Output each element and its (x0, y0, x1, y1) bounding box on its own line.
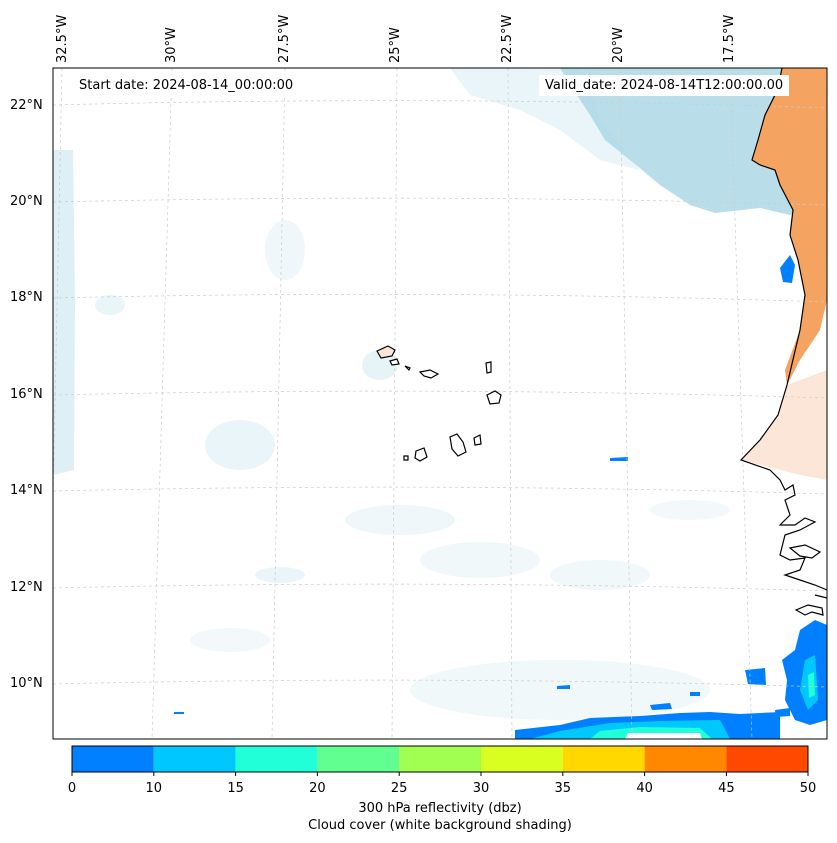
cloud-patch-4 (345, 505, 455, 535)
colorbar-tick-0: 0 (67, 781, 77, 796)
cloud-patch-7 (410, 660, 710, 720)
coastline-senegal-inlet (788, 544, 822, 559)
lat-label-12: 12°N (10, 580, 43, 595)
refl-patch-coast (780, 255, 795, 283)
colorbar-tick-20: 20 (309, 781, 326, 796)
colorbar-label-reflectivity: 300 hPa reflectivity (dbz) (358, 801, 522, 816)
cloud-patch-3 (362, 350, 398, 380)
island-sao-nicolau (418, 369, 440, 379)
colorbar-label-cloud: Cloud cover (white background shading) (308, 818, 572, 833)
island-sal (485, 361, 492, 374)
cloud-band-northeast (560, 68, 827, 215)
valid-date-label: Valid_date: 2024-08-14T12:00:00.00 (539, 75, 790, 96)
grid-lon-27-5 (271, 68, 286, 739)
grid-lat-22 (53, 100, 827, 109)
colorbar-seg-7 (644, 746, 727, 772)
island-brava (403, 455, 409, 461)
coastline-africa (739, 68, 827, 591)
island-maio (473, 434, 482, 446)
colorbar-seg-4 (399, 746, 481, 772)
grid-lon-30 (151, 68, 173, 739)
cloud-patch-6 (550, 560, 650, 590)
grid-lat-20 (53, 197, 827, 206)
refl-patch-small-3 (174, 712, 184, 714)
refl-patch-southeast-core2 (808, 672, 815, 698)
colorbar-tick-10: 10 (145, 781, 163, 796)
colorbar-tick-15: 15 (227, 781, 244, 796)
grid-lat-18 (53, 293, 827, 303)
cloud-patch-9 (95, 295, 125, 315)
island-boa-vista (486, 390, 502, 405)
lon-label-25: 25°W (388, 27, 403, 63)
colorbar-tick-25: 25 (390, 781, 408, 796)
lat-label-22: 22°N (10, 98, 43, 113)
grid-lat-10 (53, 679, 827, 688)
colorbar-seg-6 (562, 746, 645, 772)
island-santiago (449, 433, 467, 457)
cloud-patch-8 (255, 567, 305, 583)
lon-label-20: 20°W (611, 27, 626, 63)
lon-label-17-5: 17.5°W (722, 14, 737, 63)
cloud-patch-10 (190, 628, 270, 652)
colorbar-tick-50: 50 (799, 781, 817, 796)
lon-label-27-5: 27.5°W (277, 14, 292, 63)
lat-label-16: 16°N (10, 387, 43, 402)
cloud-strip-west (53, 150, 75, 475)
grid-lon-20 (619, 68, 633, 739)
grid-lat-16 (53, 390, 827, 399)
colorbar-seg-3 (317, 746, 400, 772)
island-santo-antao (376, 345, 396, 359)
grid-lon-22-5 (507, 68, 513, 739)
grid-lat-14 (53, 486, 827, 495)
colorbar-tick-45: 45 (718, 781, 735, 796)
cape-verde-islands (376, 345, 502, 462)
lon-label-30: 30°W (164, 27, 179, 63)
lat-label-14: 14°N (10, 483, 43, 498)
colorbar-tick-40: 40 (636, 781, 653, 796)
colorbar-seg-1 (153, 746, 236, 772)
reflectivity-patches (174, 255, 827, 739)
island-fogo (414, 447, 428, 462)
lon-label-32-5: 32.5°W (55, 14, 70, 63)
cloud-patch-5 (420, 542, 540, 578)
cloud-patch-1 (205, 420, 275, 470)
colorbar-seg-5 (481, 746, 563, 772)
refl-patch-top-small-2 (690, 692, 700, 696)
start-date-label: Start date: 2024-08-14_00:00:00 (73, 75, 300, 96)
island-santa-luzia (404, 365, 411, 372)
lat-label-20: 20°N (10, 194, 43, 209)
cloud-patch-2 (265, 220, 305, 280)
gridlines (53, 68, 827, 739)
lon-label-22-5: 22.5°W (500, 14, 515, 63)
land-africa-north (752, 68, 827, 385)
refl-patch-small-1 (610, 457, 628, 461)
refl-patch-top-small (650, 703, 672, 710)
lat-label-18: 18°N (10, 290, 43, 305)
colorbar-frame (71, 745, 809, 773)
colorbar-seg-0 (72, 746, 154, 772)
colorbar-seg-8 (726, 746, 808, 772)
cloud-haze-north (450, 68, 640, 170)
refl-patch-bottom-white (625, 733, 702, 739)
refl-patch-small-2 (557, 685, 570, 689)
cloud-patch-11 (650, 500, 730, 520)
colorbar-seg-2 (235, 746, 318, 772)
colorbar (71, 745, 809, 776)
grid-lat-12 (53, 583, 827, 592)
coastline-coast-south (814, 594, 827, 599)
map-frame (52, 67, 828, 740)
refl-patch-right-1 (745, 668, 766, 685)
colorbar-tick-35: 35 (554, 781, 572, 796)
island-sao-vicente (389, 358, 400, 366)
cloud-cover-shading (53, 68, 827, 720)
grid-lon-25 (391, 68, 398, 739)
map-area (53, 68, 827, 739)
grid-lon-17-5 (729, 68, 753, 739)
coastline-guinea (794, 604, 824, 616)
colorbar-tick-30: 30 (472, 781, 490, 796)
coastlines (739, 68, 827, 616)
lat-label-10: 10°N (10, 676, 43, 691)
